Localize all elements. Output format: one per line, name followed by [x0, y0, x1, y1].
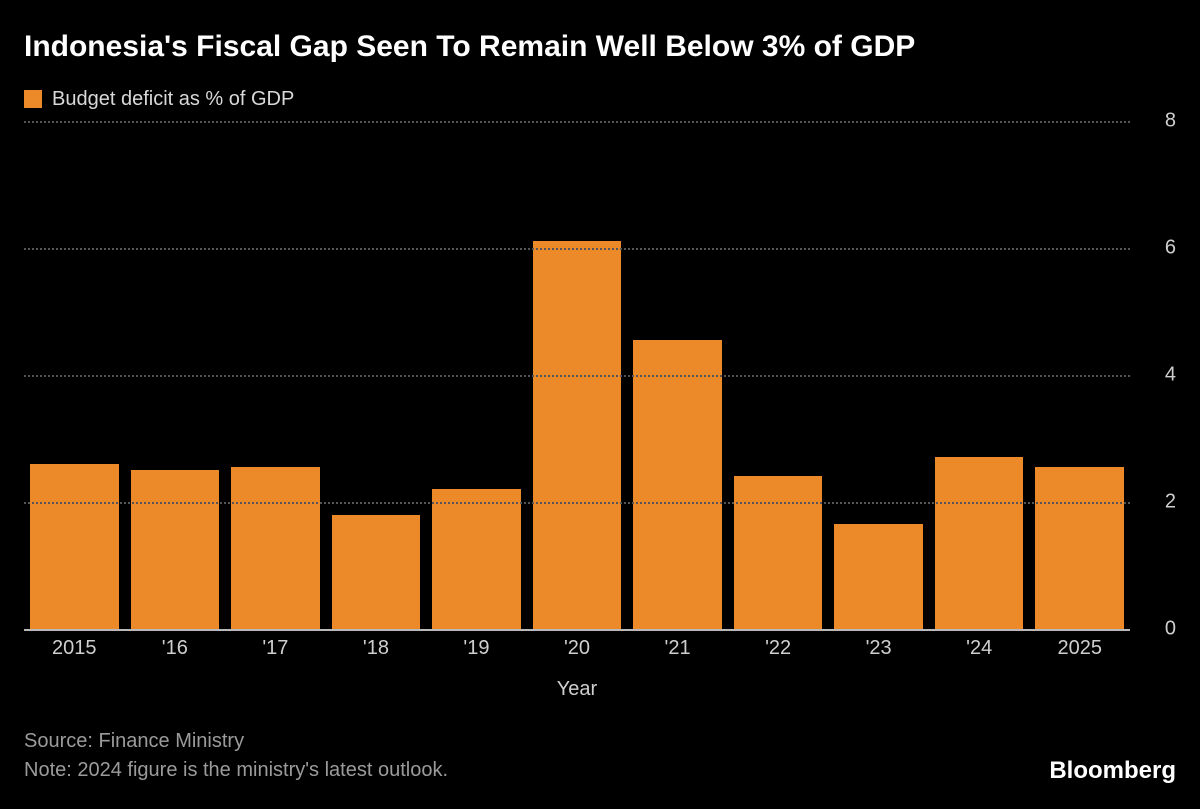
footer: Source: Finance Ministry Note: 2024 figu…	[24, 727, 1176, 785]
x-tick-label: '19	[432, 637, 521, 660]
baseline	[24, 629, 1130, 631]
y-tick-label: 2	[1153, 490, 1176, 513]
x-tick-label: '24	[935, 637, 1024, 660]
bar	[1035, 467, 1124, 629]
y-tick-label: 4	[1153, 363, 1176, 386]
x-tick-label: '18	[332, 637, 421, 660]
y-tick-label: 0	[1153, 618, 1176, 641]
gridline	[24, 248, 1130, 250]
legend: Budget deficit as % of GDP	[24, 88, 1176, 111]
gridline	[24, 121, 1130, 123]
gridline	[24, 502, 1130, 504]
x-tick-label: 2015	[30, 637, 119, 660]
legend-swatch	[24, 90, 42, 108]
x-axis-row: 2015 '16 '17 '18 '19 '20 '21 '22 '23 '24 2025 Year	[24, 629, 1176, 701]
plot-area	[24, 121, 1130, 630]
chart-title: Indonesia's Fiscal Gap Seen To Remain We…	[24, 28, 1176, 66]
bar	[533, 241, 622, 629]
bar	[332, 515, 421, 629]
bar	[935, 457, 1024, 629]
x-axis-labels: 2015 '16 '17 '18 '19 '20 '21 '22 '23 '24 2025	[24, 629, 1130, 660]
bar	[633, 340, 722, 629]
gridline	[24, 375, 1130, 377]
footer-left: Source: Finance Ministry Note: 2024 figu…	[24, 727, 448, 785]
bar	[231, 467, 320, 629]
x-tick-label: '23	[834, 637, 923, 660]
bar	[131, 470, 220, 629]
x-tick-label: '21	[633, 637, 722, 660]
bar	[432, 489, 521, 629]
plot-wrap: 02468	[24, 121, 1176, 630]
x-tick-label: '20	[533, 637, 622, 660]
y-tick-label: 6	[1153, 236, 1176, 259]
bar	[734, 476, 823, 629]
note-line: Note: 2024 figure is the ministry's late…	[24, 756, 448, 785]
x-tick-label: '16	[131, 637, 220, 660]
chart-container: Indonesia's Fiscal Gap Seen To Remain We…	[0, 0, 1200, 809]
x-tick-label: '22	[734, 637, 823, 660]
legend-label: Budget deficit as % of GDP	[52, 88, 294, 111]
y-axis: 02468	[1130, 121, 1176, 630]
y-tick-label: 8	[1153, 109, 1176, 132]
bar	[834, 524, 923, 629]
bar	[30, 464, 119, 629]
brand-label: Bloomberg	[1049, 757, 1176, 785]
x-tick-label: 2025	[1035, 637, 1124, 660]
source-line: Source: Finance Ministry	[24, 727, 448, 756]
x-tick-label: '17	[231, 637, 320, 660]
x-axis-title: Year	[24, 678, 1130, 701]
